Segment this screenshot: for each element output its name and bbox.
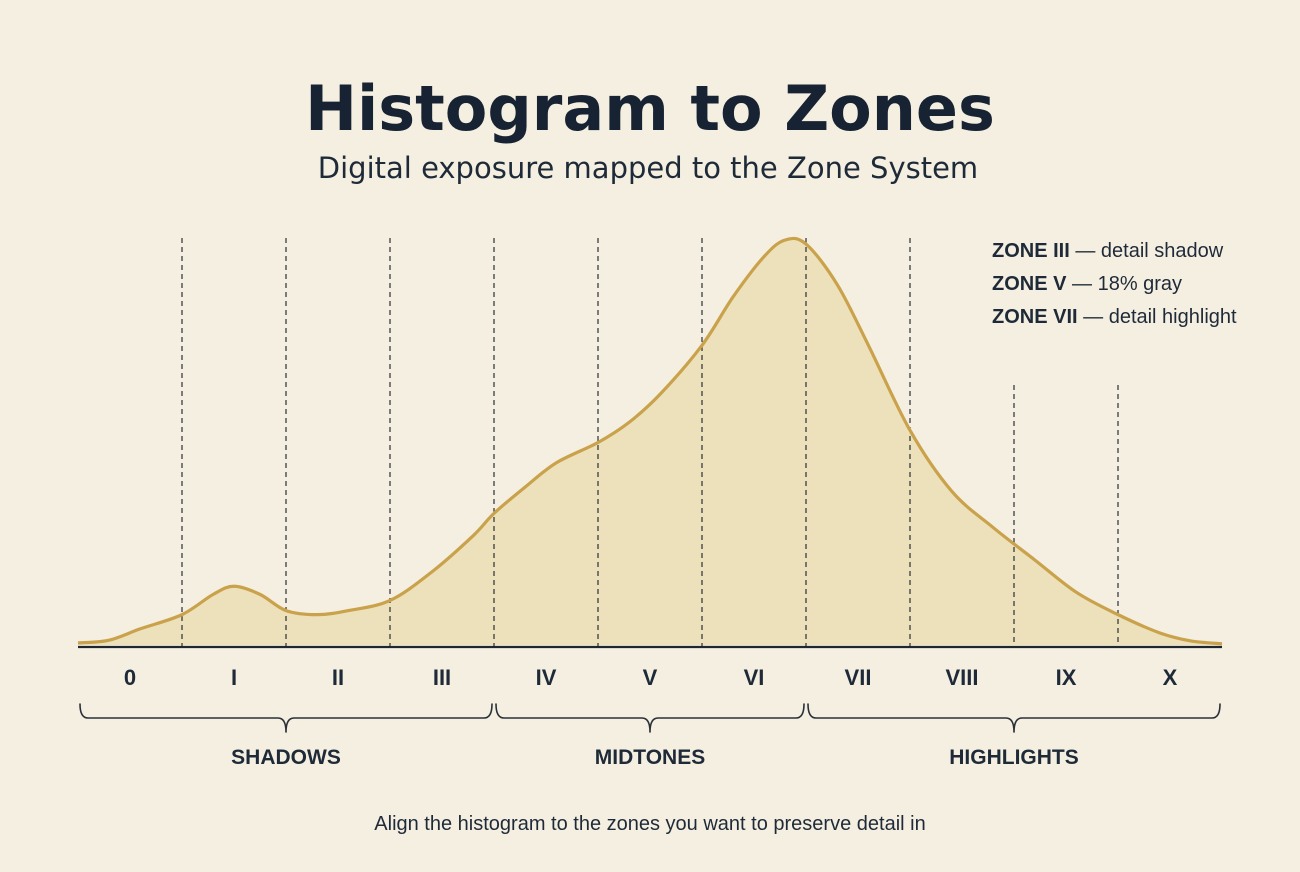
zone-label: VI <box>744 665 765 690</box>
histogram-area <box>78 238 1222 645</box>
legend-zone-iii: ZONE III <box>992 240 1070 262</box>
zone-label: I <box>231 665 237 690</box>
legend-desc-zone-vii: — detail highlight <box>1078 306 1237 328</box>
chart-subtitle: Digital exposure mapped to the Zone Syst… <box>318 151 978 185</box>
group-brace <box>807 703 1221 733</box>
histogram-curve <box>77 236 1223 646</box>
zone-label: IV <box>536 665 557 690</box>
group-label: HIGHLIGHTS <box>949 746 1079 769</box>
group-braces: SHADOWS MIDTONES HIGHLIGHTS <box>79 703 1221 769</box>
group-brace <box>495 703 805 733</box>
zone-labels: 0 I II III IV V VI VII VIII IX X <box>124 665 1178 690</box>
legend-desc-zone-iii: — detail shadow <box>1070 240 1224 262</box>
legend-item-zone-v: ZONE V — 18% gray <box>992 273 1182 295</box>
group-label: MIDTONES <box>595 746 705 769</box>
zone-label: III <box>433 665 451 690</box>
caption: Align the histogram to the zones you wan… <box>374 813 925 835</box>
legend-zone-v: ZONE V <box>992 273 1067 295</box>
legend-item-zone-vii: ZONE VII — detail highlight <box>992 306 1237 328</box>
group-label: SHADOWS <box>231 746 341 769</box>
legend: ZONE III — detail shadow ZONE V — 18% gr… <box>992 240 1237 328</box>
zone-dividers <box>181 238 1119 647</box>
zone-label: 0 <box>124 665 136 690</box>
legend-zone-vii: ZONE VII <box>992 306 1078 328</box>
zone-label: IX <box>1056 665 1077 690</box>
group-brace <box>79 703 493 733</box>
zone-label: VII <box>845 665 872 690</box>
zone-label: V <box>643 665 658 690</box>
legend-desc-zone-v: — 18% gray <box>1066 273 1182 295</box>
legend-item-zone-iii: ZONE III — detail shadow <box>992 240 1224 262</box>
zone-label: VIII <box>945 665 978 690</box>
zone-label: II <box>332 665 344 690</box>
chart-title: Histogram to Zones <box>305 72 995 145</box>
zone-label: X <box>1163 665 1178 690</box>
